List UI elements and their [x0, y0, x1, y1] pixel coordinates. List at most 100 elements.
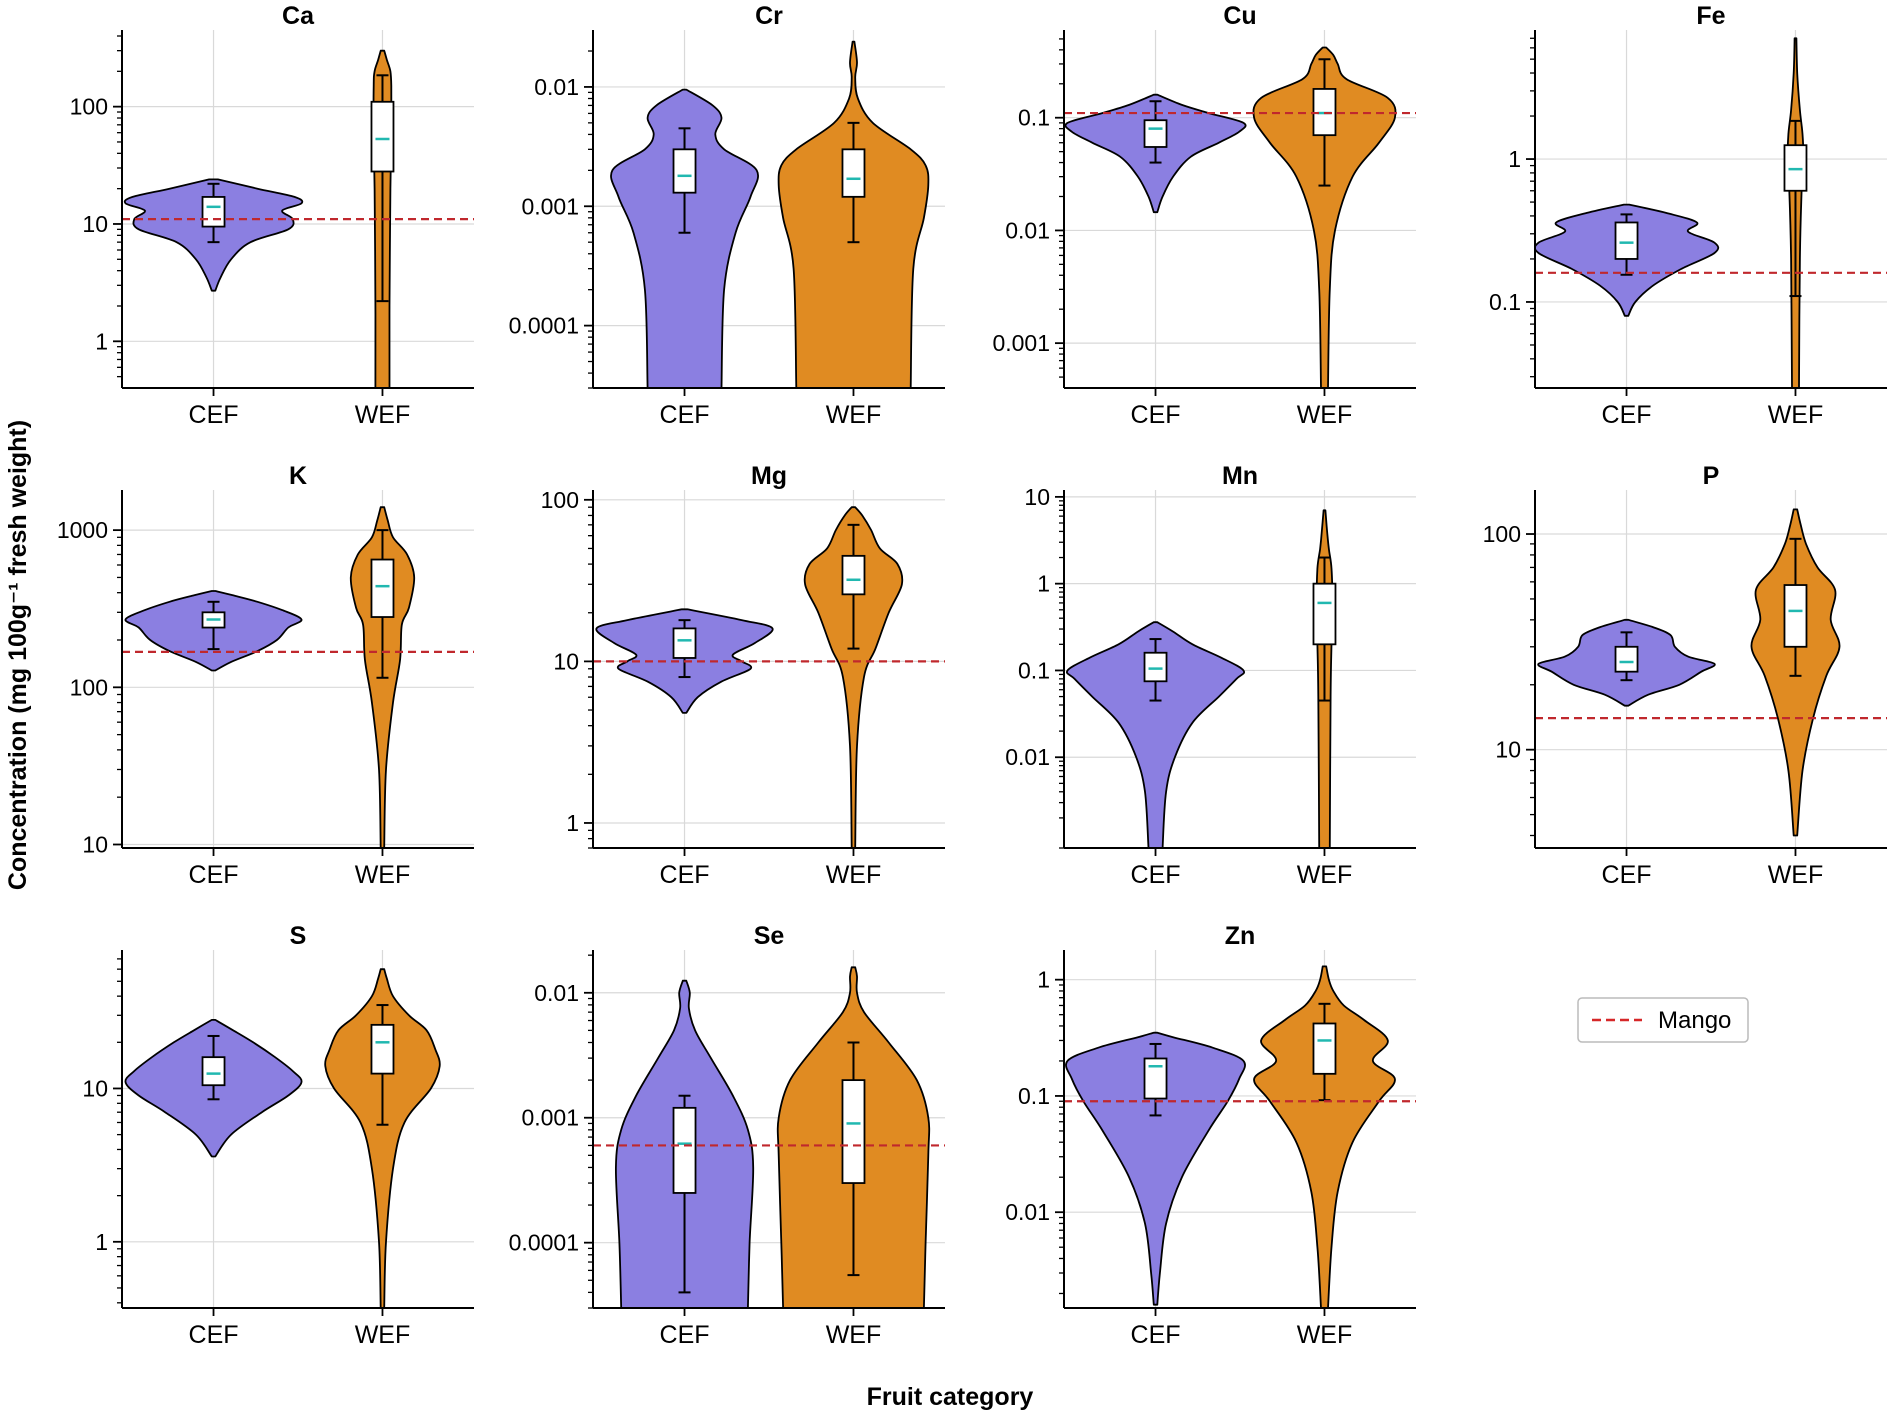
box-ca-wef	[370, 100, 395, 173]
y-tick-label: 10	[553, 648, 579, 674]
panel-mg: 1 10 100 CEF WEF Mg	[541, 462, 945, 889]
panel-se: 0.0001 0.001 0.01 CEF WEF Se	[509, 922, 945, 1349]
x-tick-label-cef: CEF	[1602, 861, 1652, 889]
y-tick-label: 1	[95, 1229, 108, 1255]
x-axis-label: Fruit category	[867, 1383, 1034, 1411]
box-cu-cef	[1143, 119, 1168, 148]
panel-title-se: Se	[754, 922, 785, 950]
y-tick-label: 0.01	[1005, 217, 1050, 243]
y-tick-label: 10	[1024, 484, 1050, 510]
panel-k: 10 100 1000 CEF WEF K	[57, 462, 474, 889]
box-mg-wef	[841, 554, 866, 596]
box-cr-wef	[841, 148, 866, 198]
y-tick-label: 0.001	[521, 1105, 579, 1131]
y-tick-label: 0.0001	[509, 313, 579, 339]
x-tick-label-wef: WEF	[1297, 861, 1353, 889]
plot-area	[595, 506, 904, 848]
violin-mn-cef	[1066, 621, 1245, 848]
y-tick-label: 10	[82, 1075, 108, 1101]
box-zn-wef	[1312, 1022, 1337, 1075]
x-tick-label-cef: CEF	[1602, 401, 1652, 429]
y-tick-label: 1	[566, 810, 579, 836]
panel-title-s: S	[290, 922, 307, 950]
y-tick-label: 0.1	[1018, 657, 1050, 683]
x-tick-label-cef: CEF	[1131, 861, 1181, 889]
y-tick-label: 0.01	[1005, 1199, 1050, 1225]
x-tick-label-wef: WEF	[826, 1321, 882, 1349]
panel-title-mn: Mn	[1222, 462, 1258, 490]
x-tick-label-wef: WEF	[826, 861, 882, 889]
x-tick-label-wef: WEF	[1297, 401, 1353, 429]
y-tick-label: 1	[1508, 146, 1521, 172]
plot-area	[1064, 46, 1397, 388]
y-tick-label: 0.01	[534, 980, 579, 1006]
y-tick-label: 0.01	[1005, 744, 1050, 770]
x-tick-label-cef: CEF	[189, 861, 239, 889]
violin-s-wef	[324, 968, 441, 1308]
y-tick-label: 10	[1495, 737, 1521, 763]
legend: Mango	[1577, 997, 1749, 1043]
plot-area	[124, 506, 416, 848]
panel-p: 10 100 CEF WEF P	[1483, 462, 1887, 889]
violin-cu-wef	[1252, 46, 1397, 388]
y-tick-label: 10	[82, 831, 108, 857]
panel-fe: 0.1 1 CEF WEF Fe	[1489, 2, 1887, 429]
plot-area	[1537, 508, 1841, 837]
y-tick-label: 0.1	[1018, 105, 1050, 131]
y-tick-label: 1	[1037, 571, 1050, 597]
x-tick-label-cef: CEF	[1131, 1321, 1181, 1349]
y-tick-label: 0.1	[1018, 1083, 1050, 1109]
panel-title-cr: Cr	[755, 2, 783, 30]
panel-mn: 0.01 0.1 1 10 CEF WEF Mn	[1005, 462, 1416, 889]
box-fe-cef	[1614, 221, 1639, 260]
panel-title-cu: Cu	[1223, 2, 1256, 30]
y-tick-label: 0.1	[1489, 289, 1521, 315]
y-axis-label: Concentration (mg 100g⁻¹ fresh weight)	[4, 420, 32, 890]
x-tick-label-cef: CEF	[660, 1321, 710, 1349]
plot-area	[1535, 37, 1808, 388]
plot-area	[614, 966, 931, 1308]
y-tick-label: 1	[95, 328, 108, 354]
box-p-cef	[1614, 645, 1639, 673]
x-tick-label-cef: CEF	[189, 1321, 239, 1349]
violin-mg-wef	[803, 506, 904, 848]
panel-zn: 0.01 0.1 1 CEF WEF Zn	[1005, 922, 1416, 1349]
y-tick-label: 100	[1483, 521, 1521, 547]
box-s-wef	[370, 1023, 395, 1075]
box-mg-cef	[672, 627, 697, 659]
y-tick-label: 0.001	[992, 330, 1050, 356]
panel-cr: 0.0001 0.001 0.01 CEF WEF Cr	[509, 2, 945, 429]
box-se-cef	[672, 1106, 697, 1194]
y-tick-label: 0.0001	[509, 1230, 579, 1256]
x-tick-label-wef: WEF	[826, 401, 882, 429]
x-tick-label-wef: WEF	[1768, 401, 1824, 429]
x-tick-label-wef: WEF	[1768, 861, 1824, 889]
plot-area	[1066, 509, 1337, 848]
plot-area	[124, 968, 441, 1308]
y-tick-label: 0.001	[521, 193, 579, 219]
y-tick-label: 100	[541, 487, 579, 513]
box-ca-cef	[201, 196, 226, 228]
x-tick-label-cef: CEF	[660, 401, 710, 429]
y-tick-label: 10	[82, 211, 108, 237]
box-mn-wef	[1312, 582, 1337, 646]
panel-title-mg: Mg	[751, 462, 787, 490]
x-tick-label-wef: WEF	[355, 1321, 411, 1349]
box-zn-cef	[1143, 1057, 1168, 1100]
panel-title-p: P	[1703, 462, 1720, 490]
panel-title-ca: Ca	[282, 2, 315, 30]
violin-cr-cef	[610, 88, 759, 388]
legend-frame	[1577, 997, 1749, 1043]
y-tick-label: 100	[70, 674, 108, 700]
box-p-wef	[1783, 584, 1808, 648]
x-tick-label-cef: CEF	[660, 861, 710, 889]
panel-title-fe: Fe	[1696, 2, 1725, 30]
legend-label-mango: Mango	[1658, 1007, 1731, 1034]
y-tick-label: 0.01	[534, 74, 579, 100]
x-tick-label-cef: CEF	[1131, 401, 1181, 429]
panel-ca: 1 10 100 CEF WEF Ca	[70, 2, 474, 429]
x-tick-label-wef: WEF	[1297, 1321, 1353, 1349]
